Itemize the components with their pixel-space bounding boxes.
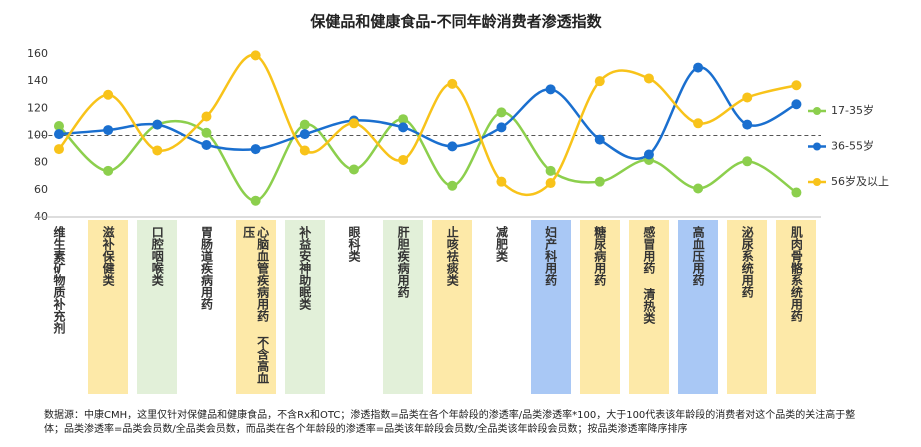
point (201, 111, 212, 122)
y-tick-label: 160 (27, 47, 48, 60)
legend-marker (813, 107, 821, 115)
point (496, 122, 507, 133)
point (447, 78, 458, 89)
point (53, 120, 64, 131)
x-tick-label: 肝胆疾病用药 (383, 220, 424, 394)
point (299, 145, 310, 156)
point (250, 50, 261, 61)
point (201, 127, 212, 138)
legend-marker (813, 178, 821, 186)
point (103, 125, 114, 136)
point (643, 149, 654, 160)
x-tick-label: 心脑血管疾病用药 不含高血压 (235, 220, 276, 394)
point (398, 114, 409, 125)
point (250, 144, 261, 155)
point (594, 134, 605, 145)
y-tick-label: 140 (27, 74, 48, 87)
point (693, 183, 704, 194)
point (53, 144, 64, 155)
x-tick-label: 糖尿病用药 (579, 220, 620, 394)
point (742, 156, 753, 167)
point (250, 195, 261, 206)
point (53, 129, 64, 140)
point (201, 140, 212, 151)
footnote: 数据源：中康CMH，这里仅针对保健品和健康食品，不含Rx和OTC；渗透指数=品类… (44, 410, 856, 435)
x-tick-label: 维生素矿物质补充剂 (51, 226, 66, 334)
point (152, 119, 163, 130)
point (791, 99, 802, 110)
point (398, 154, 409, 165)
y-tick-label: 120 (27, 101, 48, 114)
point (103, 165, 114, 176)
point (545, 84, 556, 95)
x-tick-label: 口腔咽喉类 (137, 220, 178, 394)
x-tick-label: 高血压用药 (678, 220, 719, 394)
legend-label: 17-35岁 (831, 103, 874, 117)
point (152, 145, 163, 156)
x-tick-label: 肌肉骨骼系统用药 (776, 220, 817, 394)
point (496, 107, 507, 118)
point (348, 164, 359, 175)
point (545, 178, 556, 189)
point (594, 76, 605, 87)
x-tick-label: 滋补保健类 (88, 220, 129, 394)
x-tick-label: 眼科类 (346, 226, 361, 262)
point (791, 187, 802, 198)
point (447, 180, 458, 191)
series-line (58, 54, 797, 197)
point (299, 119, 310, 130)
chart-title: 保健品和健康食品-不同年龄消费者渗透指数 (309, 13, 602, 31)
point (643, 73, 654, 84)
x-tick-label: 补益安神助眠类 (284, 220, 325, 394)
x-tick-label: 泌尿系统用药 (727, 220, 768, 394)
point (742, 92, 753, 103)
x-tick-label: 妇产科用药 (530, 220, 571, 394)
legend-marker (813, 142, 821, 151)
point (791, 80, 802, 91)
x-tick-label: 止咳祛痰类 (432, 220, 473, 394)
point (103, 89, 114, 100)
point (545, 165, 556, 176)
legend-label: 56岁及以上 (831, 174, 889, 188)
point (496, 176, 507, 187)
series-line (58, 111, 798, 202)
point (693, 62, 704, 73)
legend-label: 36-55岁 (831, 139, 874, 153)
point (299, 129, 310, 140)
y-tick-label: 80 (34, 156, 48, 169)
x-tick-label: 感冒用药 清热类 (628, 220, 669, 394)
point (398, 122, 409, 133)
series-line (58, 66, 798, 161)
point (693, 118, 704, 129)
point (447, 141, 458, 152)
x-tick-label: 胃肠道疾病用药 (199, 226, 214, 310)
point (742, 119, 753, 130)
x-tick-label: 减肥类 (494, 226, 509, 262)
point (594, 176, 605, 187)
y-tick-label: 60 (34, 183, 48, 196)
point (348, 118, 359, 129)
